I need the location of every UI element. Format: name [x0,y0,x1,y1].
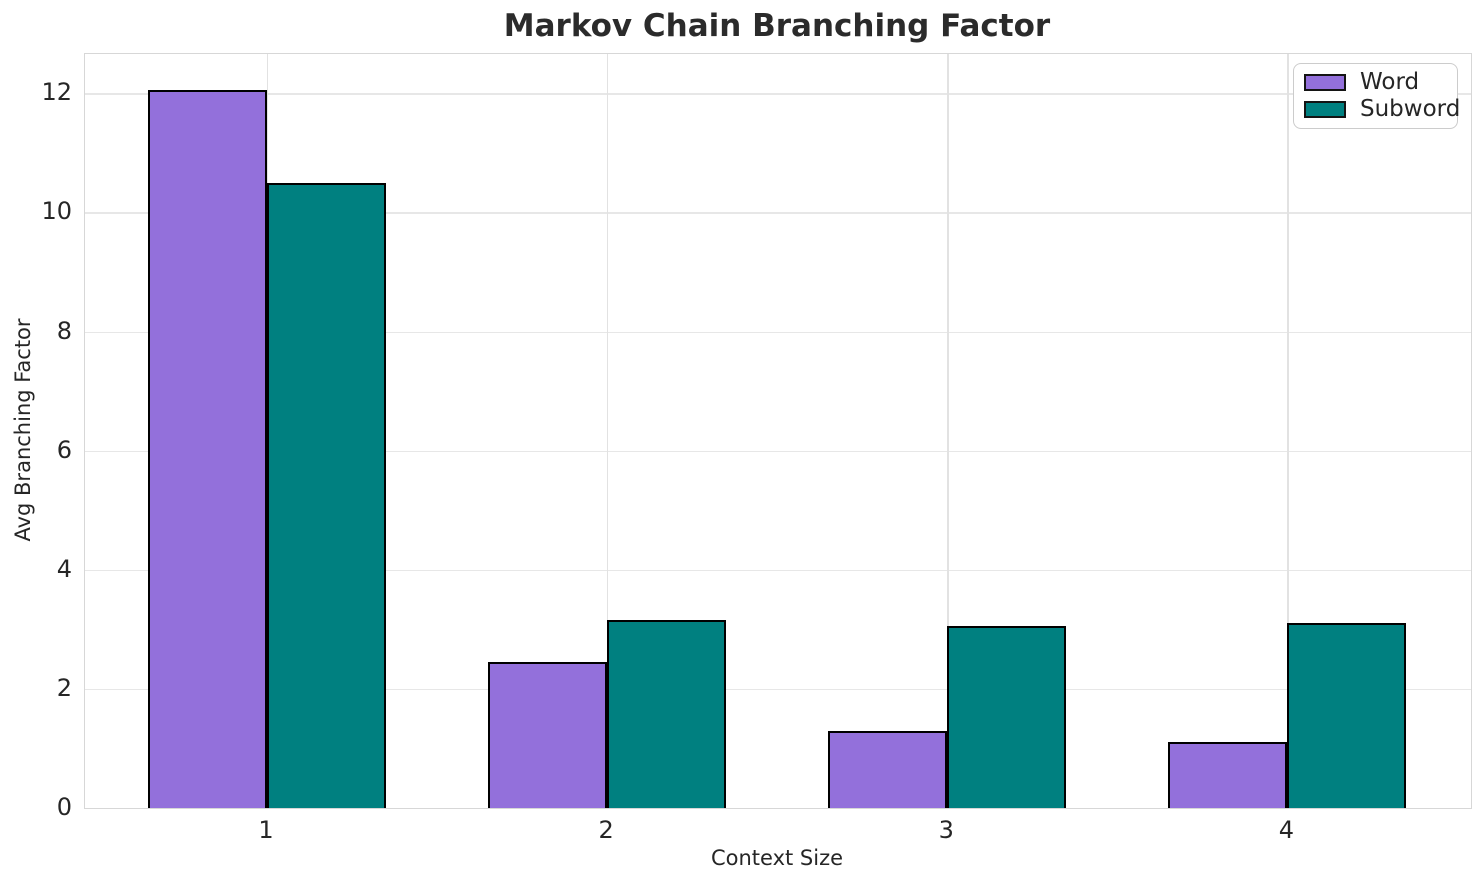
x-tick-3: 3 [938,816,954,844]
bar-subword-2 [607,620,727,808]
y-tick-2: 2 [56,673,72,702]
bar-word-1 [147,90,267,808]
plot-area [84,53,1472,809]
legend-swatch-subword [1304,101,1346,118]
x-tick-4: 4 [1278,816,1294,844]
legend-item-subword: Subword [1304,98,1460,121]
gridline-v-4 [1287,54,1289,808]
chart-title: Markov Chain Branching Factor [503,8,1051,44]
bar-word-4 [1168,742,1288,808]
gridline-h-12 [85,93,1471,95]
legend-label-word: Word [1360,69,1420,95]
bar-subword-4 [1287,623,1407,808]
legend-label-subword: Subword [1360,96,1461,122]
x-tick-1: 1 [258,816,274,844]
gridline-h-2 [85,688,1471,691]
y-tick-0: 0 [56,793,72,821]
gridline-h-8 [85,331,1471,333]
bar-word-2 [488,662,608,808]
y-tick-10: 10 [41,197,72,226]
y-tick-4: 4 [56,554,72,583]
x-axis-label: Context Size [710,846,844,870]
bar-word-3 [828,730,948,808]
gridline-h-10 [85,212,1471,214]
bar-subword-3 [947,626,1067,808]
gridline-h-4 [85,569,1471,572]
gridline-h-6 [85,450,1471,453]
x-tick-2: 2 [598,816,614,844]
legend: Word Subword [1293,63,1460,129]
y-tick-12: 12 [41,78,72,107]
gridline-v-3 [947,54,949,808]
legend-swatch-word [1304,74,1346,91]
bar-subword-1 [266,182,386,808]
y-tick-6: 6 [56,435,72,464]
y-tick-8: 8 [56,316,72,345]
gridline-v-2 [607,54,609,808]
y-axis-label: Avg Branching Factor [11,318,35,542]
legend-item-word: Word [1304,71,1447,94]
